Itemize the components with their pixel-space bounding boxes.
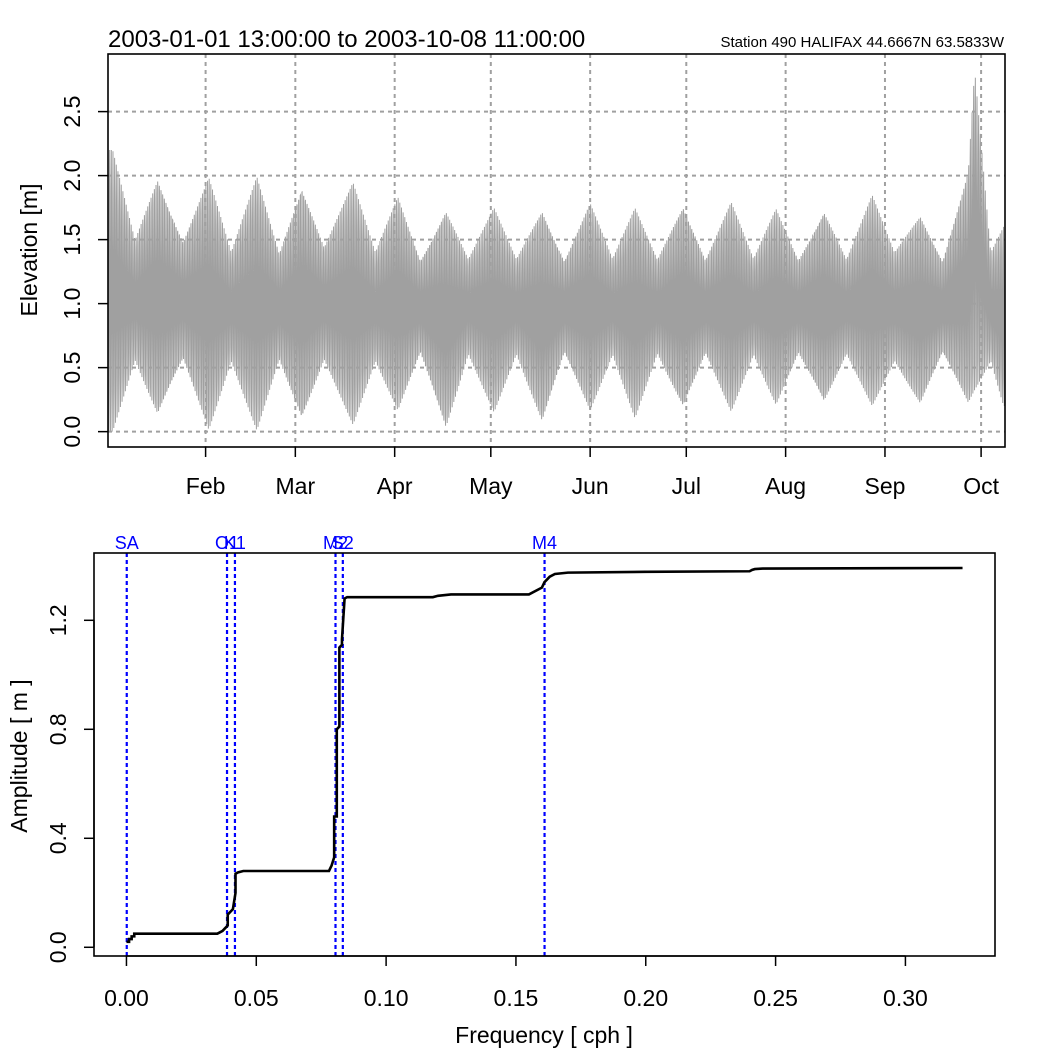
x-tick-label: Aug bbox=[765, 473, 806, 499]
x-tick-label: 0.25 bbox=[753, 985, 798, 1011]
y-tick-label: 1.0 bbox=[59, 288, 85, 320]
constituent-label-sa: SA bbox=[115, 533, 139, 553]
x-tick-label: May bbox=[469, 473, 513, 499]
plot-frame bbox=[107, 53, 1006, 448]
constituent-label-m4: M4 bbox=[532, 533, 557, 553]
amplitude-line bbox=[126, 566, 963, 944]
x-tick-label: 0.20 bbox=[623, 985, 668, 1011]
x-tick-label: Sep bbox=[864, 473, 905, 499]
elevation-series bbox=[107, 77, 1006, 432]
y-tick-label: 0.8 bbox=[45, 713, 71, 745]
amplitude-series bbox=[126, 566, 963, 944]
elevation-panel: 2003-01-01 13:00:00 to 2003-10-08 11:00:… bbox=[16, 26, 1006, 499]
y-axis: 0.0 0.5 1.0 1.5 2.0 2.5 bbox=[59, 96, 108, 448]
x-tick-label: 0.30 bbox=[883, 985, 928, 1011]
y-axis-label: Amplitude [ m ] bbox=[6, 679, 32, 832]
y-tick-label: 0.4 bbox=[45, 822, 71, 854]
x-axis-label: Frequency [ cph ] bbox=[455, 1022, 633, 1048]
elevation-line bbox=[107, 77, 1006, 432]
chart-title: 2003-01-01 13:00:00 to 2003-10-08 11:00:… bbox=[108, 26, 585, 53]
x-axis: 0.00 0.05 0.10 0.15 0.20 0.25 0.30 bbox=[104, 955, 928, 1011]
x-axis: Feb Mar Apr May Jun Jul Aug Sep Oct bbox=[186, 447, 1000, 499]
x-tick-label: Apr bbox=[377, 473, 413, 499]
plot-frame bbox=[93, 552, 996, 957]
y-tick-label: 2.0 bbox=[59, 160, 85, 192]
y-tick-label: 0.0 bbox=[59, 416, 85, 448]
x-tick-label: 0.05 bbox=[234, 985, 279, 1011]
constituent-label-k1: K1 bbox=[224, 533, 246, 553]
x-tick-label: 0.15 bbox=[494, 985, 539, 1011]
y-tick-label: 1.5 bbox=[59, 224, 85, 256]
constituent-label-m2: M2 bbox=[323, 533, 348, 553]
y-tick-label: 0.0 bbox=[45, 931, 71, 963]
y-axis: 0.0 0.4 0.8 1.2 bbox=[45, 604, 95, 963]
x-tick-label: Jun bbox=[572, 473, 609, 499]
station-subtitle: Station 490 HALIFAX 44.6667N 63.5833W bbox=[720, 34, 1004, 51]
y-tick-label: 1.2 bbox=[45, 604, 71, 636]
x-tick-label: Jul bbox=[672, 473, 701, 499]
constituent-label-o1: O1 bbox=[215, 533, 239, 553]
x-tick-label: 0.00 bbox=[104, 985, 149, 1011]
x-tick-label: Mar bbox=[276, 473, 316, 499]
y-axis-label: Elevation [m] bbox=[16, 184, 42, 317]
x-tick-label: Oct bbox=[963, 473, 999, 499]
x-tick-label: Feb bbox=[186, 473, 226, 499]
y-tick-label: 2.5 bbox=[59, 96, 85, 128]
constituent-label-s2: S2 bbox=[332, 533, 354, 553]
y-tick-label: 0.5 bbox=[59, 352, 85, 384]
x-tick-label: 0.10 bbox=[364, 985, 409, 1011]
